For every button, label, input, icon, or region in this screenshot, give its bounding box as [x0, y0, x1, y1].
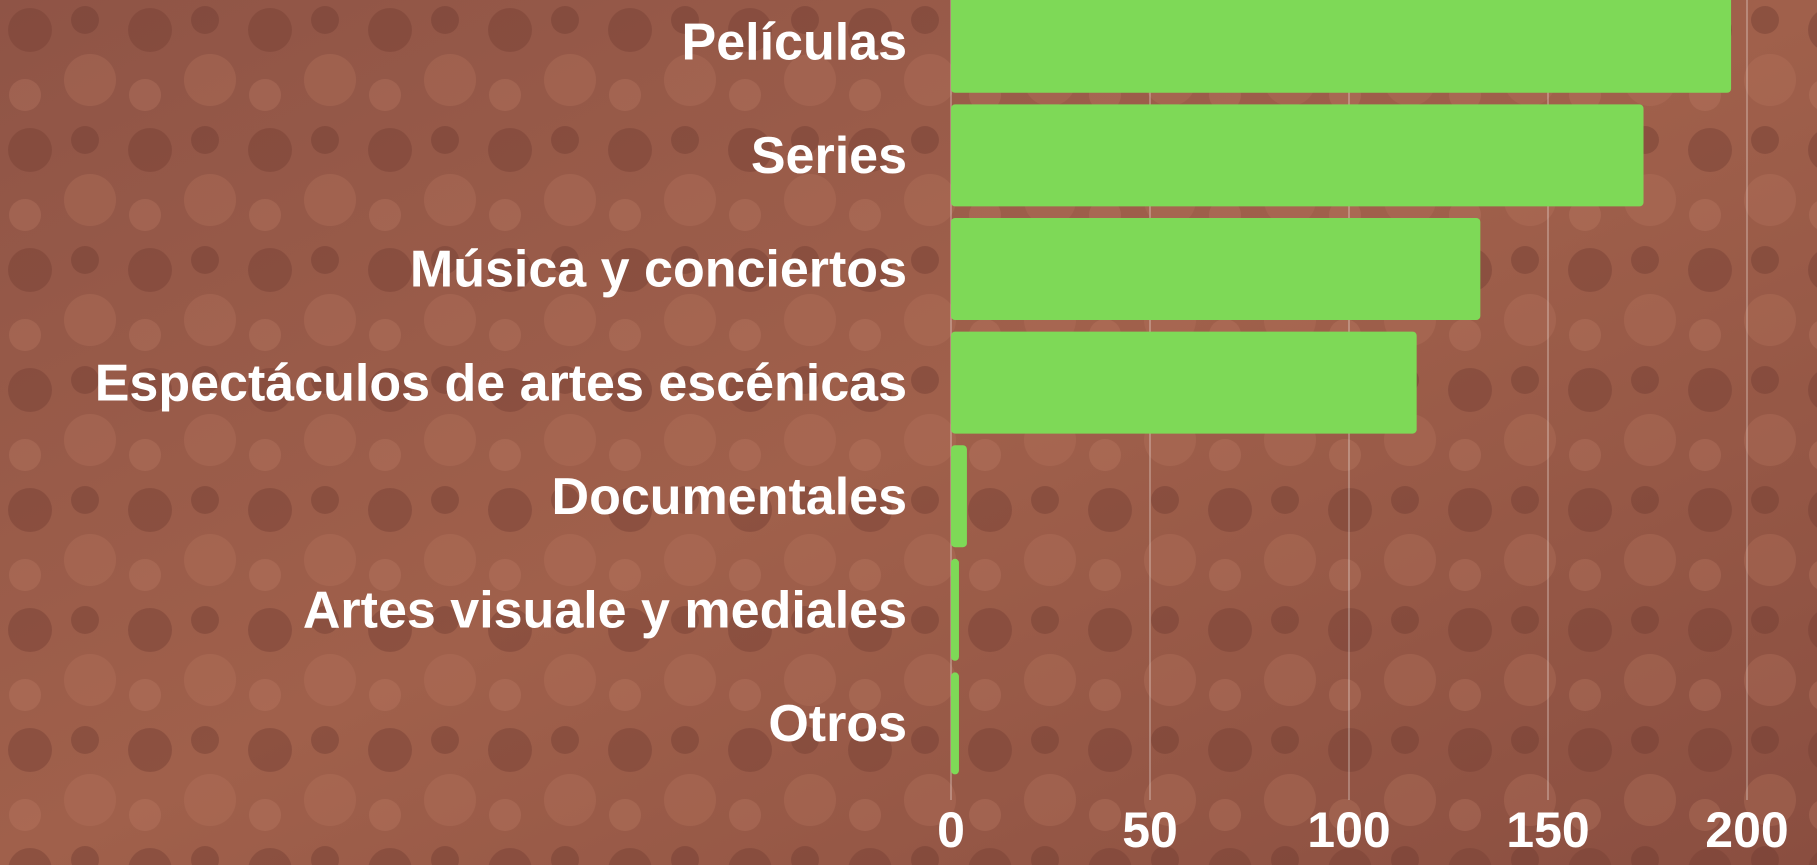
bar [951, 672, 959, 774]
bar [951, 104, 1644, 206]
x-tick-label: 50 [1122, 802, 1178, 858]
bar [951, 332, 1417, 434]
y-tick-label: Música y conciertos [410, 241, 907, 299]
y-tick-label: Espectáculos de artes escénicas [95, 354, 907, 412]
x-tick-label: 200 [1705, 802, 1788, 858]
x-tick-label: 150 [1506, 802, 1589, 858]
y-tick-label: Documentales [552, 468, 907, 526]
x-tick-label: 100 [1307, 802, 1390, 858]
y-tick-label: Artes visuale y mediales [303, 582, 907, 640]
bar [951, 218, 1480, 320]
x-tick-label: 0 [937, 802, 965, 858]
bar [951, 559, 959, 661]
bar [951, 445, 967, 547]
y-tick-label: Series [751, 127, 907, 185]
y-tick-label: Películas [682, 14, 907, 72]
chart: 0 50 100 150 200 Películas Series Música y conc… [0, 0, 1817, 865]
bar [951, 0, 1731, 93]
y-tick-label: Otros [768, 695, 907, 753]
